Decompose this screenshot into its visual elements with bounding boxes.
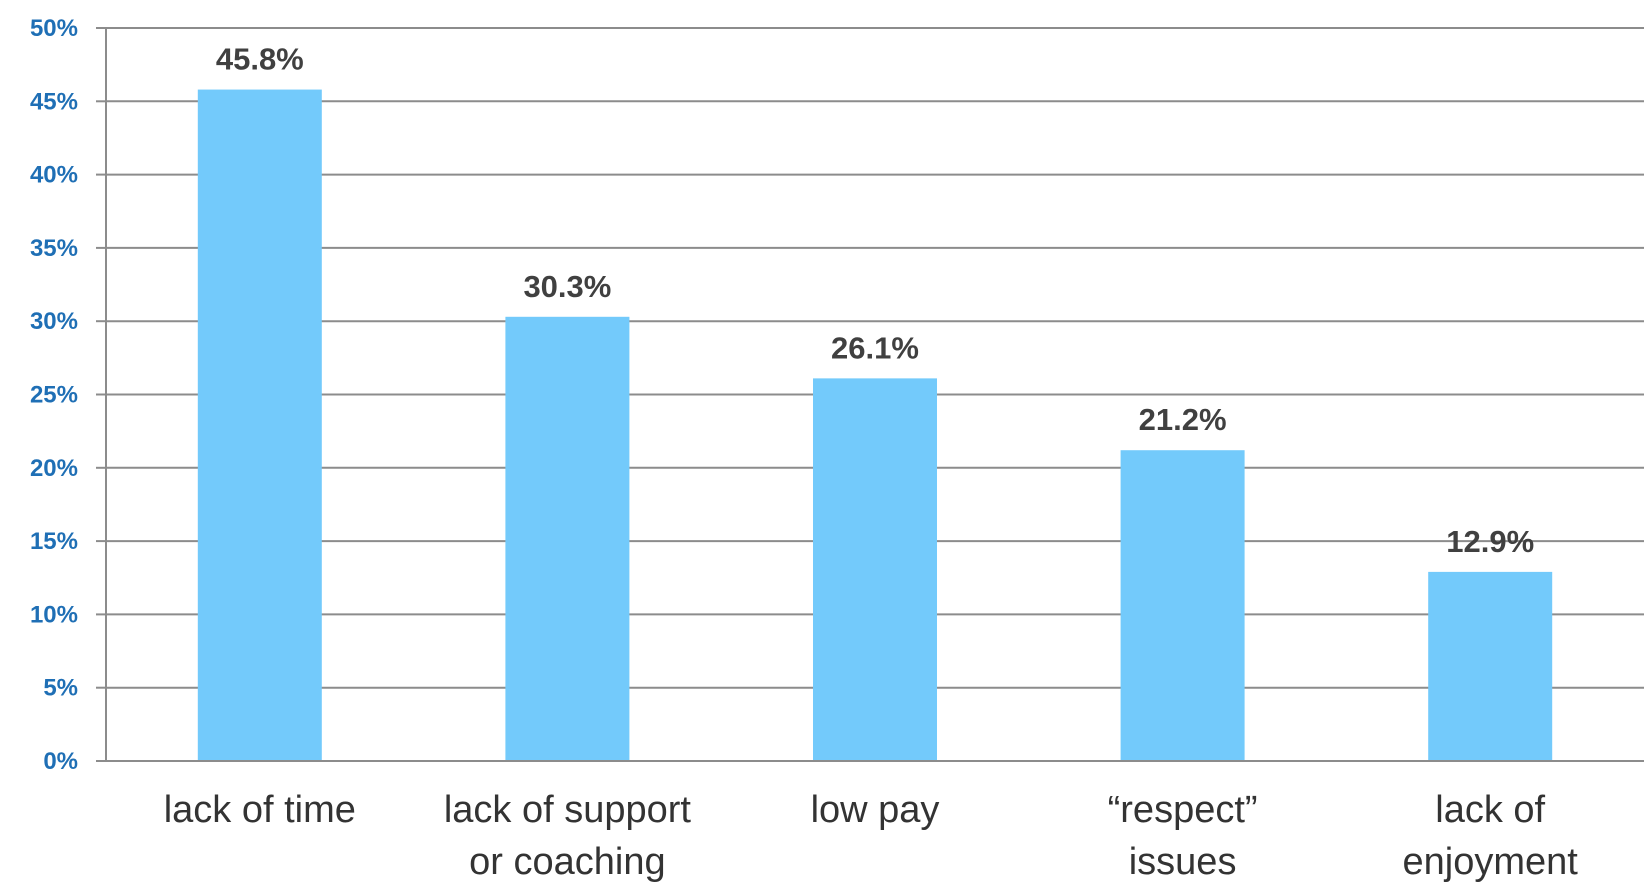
x-tick-label: enjoyment [1403, 841, 1579, 882]
y-tick-label: 45% [30, 88, 78, 115]
y-tick-label: 50% [30, 15, 78, 42]
y-tick-label: 40% [30, 162, 78, 189]
data-label: 30.3% [523, 269, 611, 304]
bars [197, 89, 1553, 761]
bar [197, 89, 322, 761]
data-label: 21.2% [1139, 402, 1227, 437]
y-tick-label: 0% [43, 748, 78, 775]
labels: 0% 5% 10% 15% 20% 25% 30% 35% 40% 45% 50% 45.8% lack… [30, 15, 1578, 882]
x-tick-label: issues [1129, 841, 1237, 882]
x-tick-label: lack of [1435, 789, 1545, 831]
x-tick-label: “respect” [1108, 789, 1258, 831]
data-label: 26.1% [831, 330, 919, 365]
bar [1120, 450, 1245, 761]
y-tick-label: 25% [30, 382, 78, 409]
data-label: 12.9% [1446, 524, 1534, 559]
y-tick-label: 30% [30, 308, 78, 335]
data-label: 45.8% [216, 42, 304, 77]
y-tick-label: 5% [43, 675, 78, 702]
y-tick-label: 35% [30, 235, 78, 262]
bar [813, 378, 937, 761]
x-tick-label: low pay [811, 789, 940, 831]
x-tick-label: lack of support [444, 789, 692, 831]
y-tick-label: 10% [30, 601, 78, 628]
bar [1428, 571, 1553, 761]
x-tick-label: lack of time [164, 789, 356, 831]
y-tick-label: 20% [30, 455, 78, 482]
y-tick-label: 15% [30, 528, 78, 555]
axes [96, 27, 1644, 762]
bar [505, 316, 630, 761]
x-tick-label: or coaching [469, 841, 665, 882]
